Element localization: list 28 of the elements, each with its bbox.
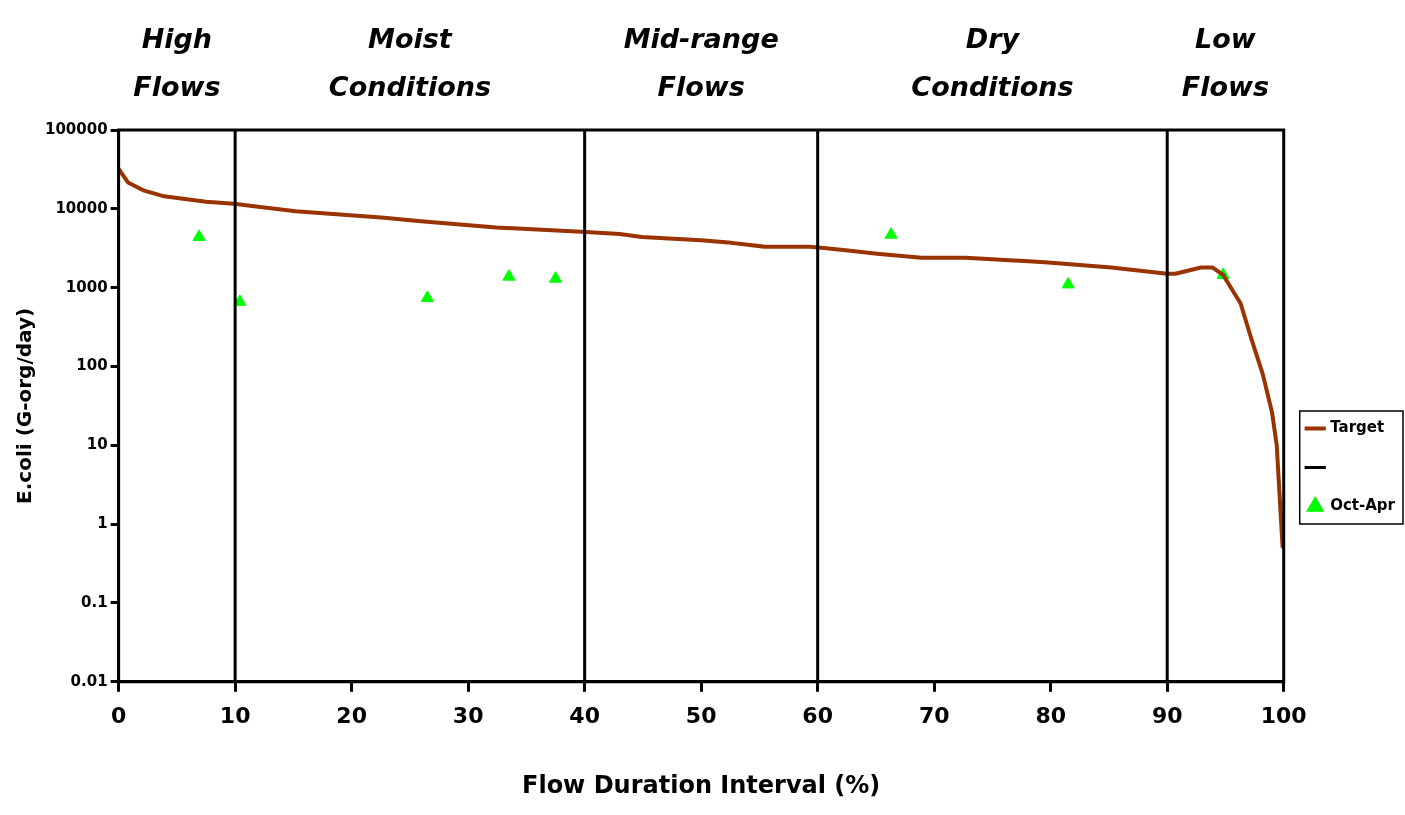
- y-tick-label: 0.1: [81, 592, 108, 611]
- x-tick-label: 20: [336, 702, 367, 728]
- y-tick-label: 10000: [55, 198, 108, 217]
- x-tick-label: 70: [918, 702, 950, 728]
- text: Moist Conditions: [328, 23, 491, 102]
- x-tick-label: 80: [1035, 702, 1067, 728]
- legend-label: Target: [1330, 418, 1385, 437]
- text: High Flows: [133, 23, 221, 102]
- y-tick-label: 100000: [45, 119, 108, 138]
- text: Dry Conditions: [911, 23, 1074, 102]
- y-axis-title: E.coli (G-org/day): [12, 307, 37, 504]
- x-tick-label: 0: [110, 702, 127, 728]
- y-tick-label: 1: [97, 514, 108, 533]
- x-tick-label: 90: [1151, 702, 1183, 728]
- y-tick-label: 0.01: [70, 671, 108, 690]
- x-tick-label: 100: [1260, 702, 1307, 728]
- y-tick-label: 10: [86, 435, 108, 454]
- x-tick-label: 30: [452, 702, 484, 728]
- x-tick-label: 40: [569, 702, 600, 728]
- text: Mid-range Flows: [623, 23, 779, 102]
- x-axis-title: Flow Duration Interval (%): [522, 770, 881, 799]
- text: Low Flows: [1181, 23, 1270, 102]
- y-tick-label: 1000: [65, 277, 108, 296]
- y-tick-label: 100: [76, 356, 108, 375]
- x-tick-label: 60: [802, 702, 833, 728]
- x-tick-label: 10: [219, 702, 251, 728]
- x-tick-label: 50: [685, 702, 717, 728]
- legend-label: Oct-Apr: [1330, 496, 1396, 515]
